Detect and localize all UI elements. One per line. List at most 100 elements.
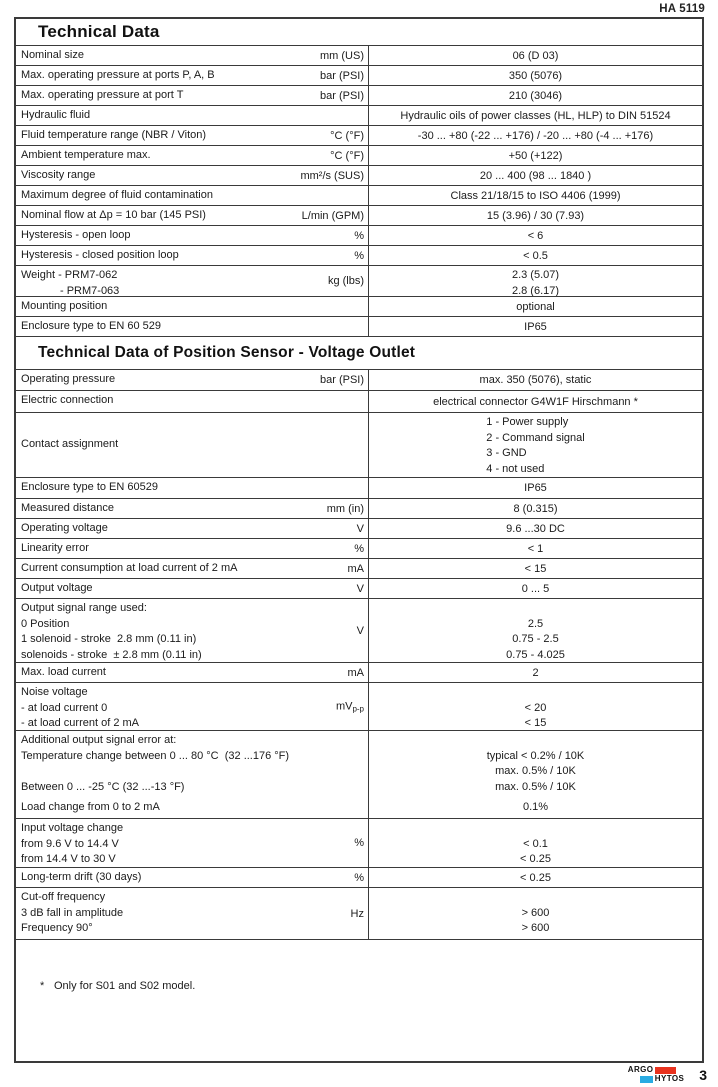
row-unit: %	[354, 837, 364, 849]
doc-number: HA 5119	[659, 3, 705, 15]
row-label: Weight - PRM7-062- PRM7-063	[21, 269, 120, 296]
footnote-text: Only for S01 and S02 model.	[54, 980, 196, 992]
row-label: Operating pressure	[21, 373, 116, 385]
page-number: 3	[699, 1066, 707, 1083]
table-row-cutoff-frequency: Cut-off frequency 3 dB fall in amplitude F…	[16, 888, 702, 940]
row-unit: bar (PSI)	[319, 69, 364, 82]
row-value: Class 21/18/15 to ISO 4406 (1999)	[450, 189, 621, 202]
row-label: Output voltage	[21, 582, 93, 594]
row-label: Noise voltage - at load current 0- at loa…	[21, 686, 139, 730]
footnote-area: * Only for S01 and S02 model.	[16, 940, 702, 1061]
row-value: > 600 > 600	[521, 906, 550, 935]
row-unit: L/min (GPM)	[301, 209, 364, 222]
table-row: Max. load current mA 2	[16, 663, 702, 683]
row-unit: °C (°F)	[330, 129, 364, 142]
row-value: 9.6 ...30 DC	[506, 522, 565, 535]
argo-hytos-logo: ARGO HYTOS	[628, 1066, 684, 1083]
logo-word-argo: ARGO	[627, 1065, 654, 1074]
table-row: Enclosure type to EN 60529 IP65	[16, 478, 702, 499]
table-row: Hydraulic fluid Hydraulic oils of power …	[16, 106, 702, 126]
row-label: Hysteresis - closed position loop	[21, 249, 179, 261]
row-value: electrical connector G4W1F Hirschmann *	[433, 395, 638, 408]
row-value: max. 350 (5076), static	[479, 374, 592, 386]
table-row-output-signal-range: Output signal range used: 0 Position 1 sol…	[16, 599, 702, 663]
row-value: 210 (3046)	[508, 89, 563, 102]
row-label: Hydraulic fluid	[21, 109, 91, 121]
table-row: Viscosity range mm²/s (SUS) 20 ... 400 (9…	[16, 166, 702, 186]
table-row-contact-assignment: Contact assignment 1 - Power supply 2 - C…	[16, 413, 702, 478]
row-unit: V	[356, 582, 364, 595]
row-label: Input voltage change from 9.6 V to 14.4 V…	[21, 822, 124, 866]
row-unit: bar (PSI)	[319, 374, 364, 386]
row-unit: %	[354, 871, 364, 884]
row-value: < 1	[527, 542, 544, 555]
row-label: Linearity error	[21, 542, 89, 554]
row-unit: mVp-p	[335, 700, 364, 713]
row-label: Mounting position	[21, 300, 108, 312]
row-value: optional	[516, 300, 555, 313]
table-row: Hysteresis - closed position loop% < 0.5	[16, 246, 702, 266]
table-row: Operating pressure bar (PSI) max. 350 (50…	[16, 370, 702, 391]
row-unit: V	[356, 522, 364, 535]
row-value: < 20 < 15	[524, 701, 547, 730]
footnote-marker: *	[40, 980, 45, 992]
table-row: Linearity error% < 1	[16, 539, 702, 559]
table-row: Electric connection electrical connector…	[16, 391, 702, 413]
row-label: Contact assignment	[21, 438, 119, 451]
row-value: IP65	[524, 482, 547, 494]
row-value: 350 (5076)	[508, 69, 563, 82]
table-row: Maximum degree of fluid contamination Cl…	[16, 186, 702, 206]
row-label: Electric connection	[21, 394, 114, 406]
row-value: 2	[532, 666, 539, 679]
row-value: < 0.1 < 0.25	[520, 837, 551, 866]
logo-word-hytos: HYTOS	[654, 1074, 685, 1083]
row-label: Max. operating pressure at port T	[21, 89, 184, 101]
content-box: Technical Data Nominal size mm (US) 06 (D…	[14, 17, 704, 1063]
table-row: Measured distance mm (in) 8 (0.315)	[16, 499, 702, 519]
table-row: Nominal size mm (US) 06 (D 03)	[16, 46, 702, 66]
row-unit: %	[354, 229, 364, 242]
table-row: Operating voltage V 9.6 ...30 DC	[16, 519, 702, 539]
table-row-noise-voltage: Noise voltage - at load current 0- at loa…	[16, 683, 702, 731]
row-label: Maximum degree of fluid contamination	[21, 189, 213, 201]
row-value: 2.5 0.75 - 2.5 0.75 - 4.025	[506, 617, 565, 661]
row-label: Operating voltage	[21, 522, 108, 534]
table-row-input-voltage-change: Input voltage change from 9.6 V to 14.4 V…	[16, 819, 702, 868]
logo-red-block	[655, 1066, 677, 1074]
page-footer: ARGO HYTOS 3	[628, 1066, 707, 1083]
row-value: < 15	[524, 562, 547, 575]
row-label: Enclosure type to EN 60 529	[21, 320, 162, 332]
row-label: Output signal range used: 0 Position 1 sol…	[21, 602, 202, 661]
row-value: 06 (D 03)	[512, 49, 559, 62]
row-label: Nominal flow at Δp = 10 bar (145 PSI)	[21, 209, 206, 221]
row-value: Hydraulic oils of power classes (HL, HLP…	[400, 109, 671, 122]
table-row: Mounting position optional	[16, 297, 702, 317]
row-unit: %	[354, 249, 364, 262]
row-value: 1 - Power supply 2 - Command signal 3 - GN…	[486, 416, 585, 475]
footnote: * Only for S01 and S02 model.	[40, 980, 195, 992]
row-label: Enclosure type to EN 60529	[21, 481, 158, 493]
row-value: < 0.25	[520, 871, 551, 884]
logo-blue-block	[639, 1075, 653, 1083]
row-unit: mm (in)	[326, 502, 364, 515]
row-value: -30 ... +80 (-22 ... +176) / -20 ... +80…	[417, 129, 654, 142]
row-unit: mm (US)	[320, 49, 364, 62]
table-row: Output voltage V 0 ... 5	[16, 579, 702, 599]
row-value: < 6	[527, 229, 544, 242]
table-row: Enclosure type to EN 60 529 IP65	[16, 317, 702, 337]
table-row: Fluid temperature range (NBR / Viton) °C …	[16, 126, 702, 146]
row-unit: °C (°F)	[330, 149, 364, 162]
row-label: Measured distance	[21, 502, 114, 514]
row-value: typical < 0.2% / 10K max. 0.5% / 10K max. …	[486, 749, 585, 814]
table-row: Hysteresis - open loop% < 6	[16, 226, 702, 246]
row-value: < 0.5	[523, 249, 548, 262]
row-value: 8 (0.315)	[513, 502, 558, 515]
row-label: Ambient temperature max.	[21, 149, 151, 161]
row-label: Max. operating pressure at ports P, A, B	[21, 69, 215, 81]
section-title-technical-data: Technical Data	[16, 19, 702, 46]
table-row: Long-term drift (30 days)% < 0.25	[16, 868, 702, 888]
row-label: Nominal size	[21, 49, 84, 61]
row-unit: mm²/s (SUS)	[300, 169, 364, 182]
row-unit: %	[354, 542, 364, 555]
table-row: Current consumption at load current of 2…	[16, 559, 702, 579]
